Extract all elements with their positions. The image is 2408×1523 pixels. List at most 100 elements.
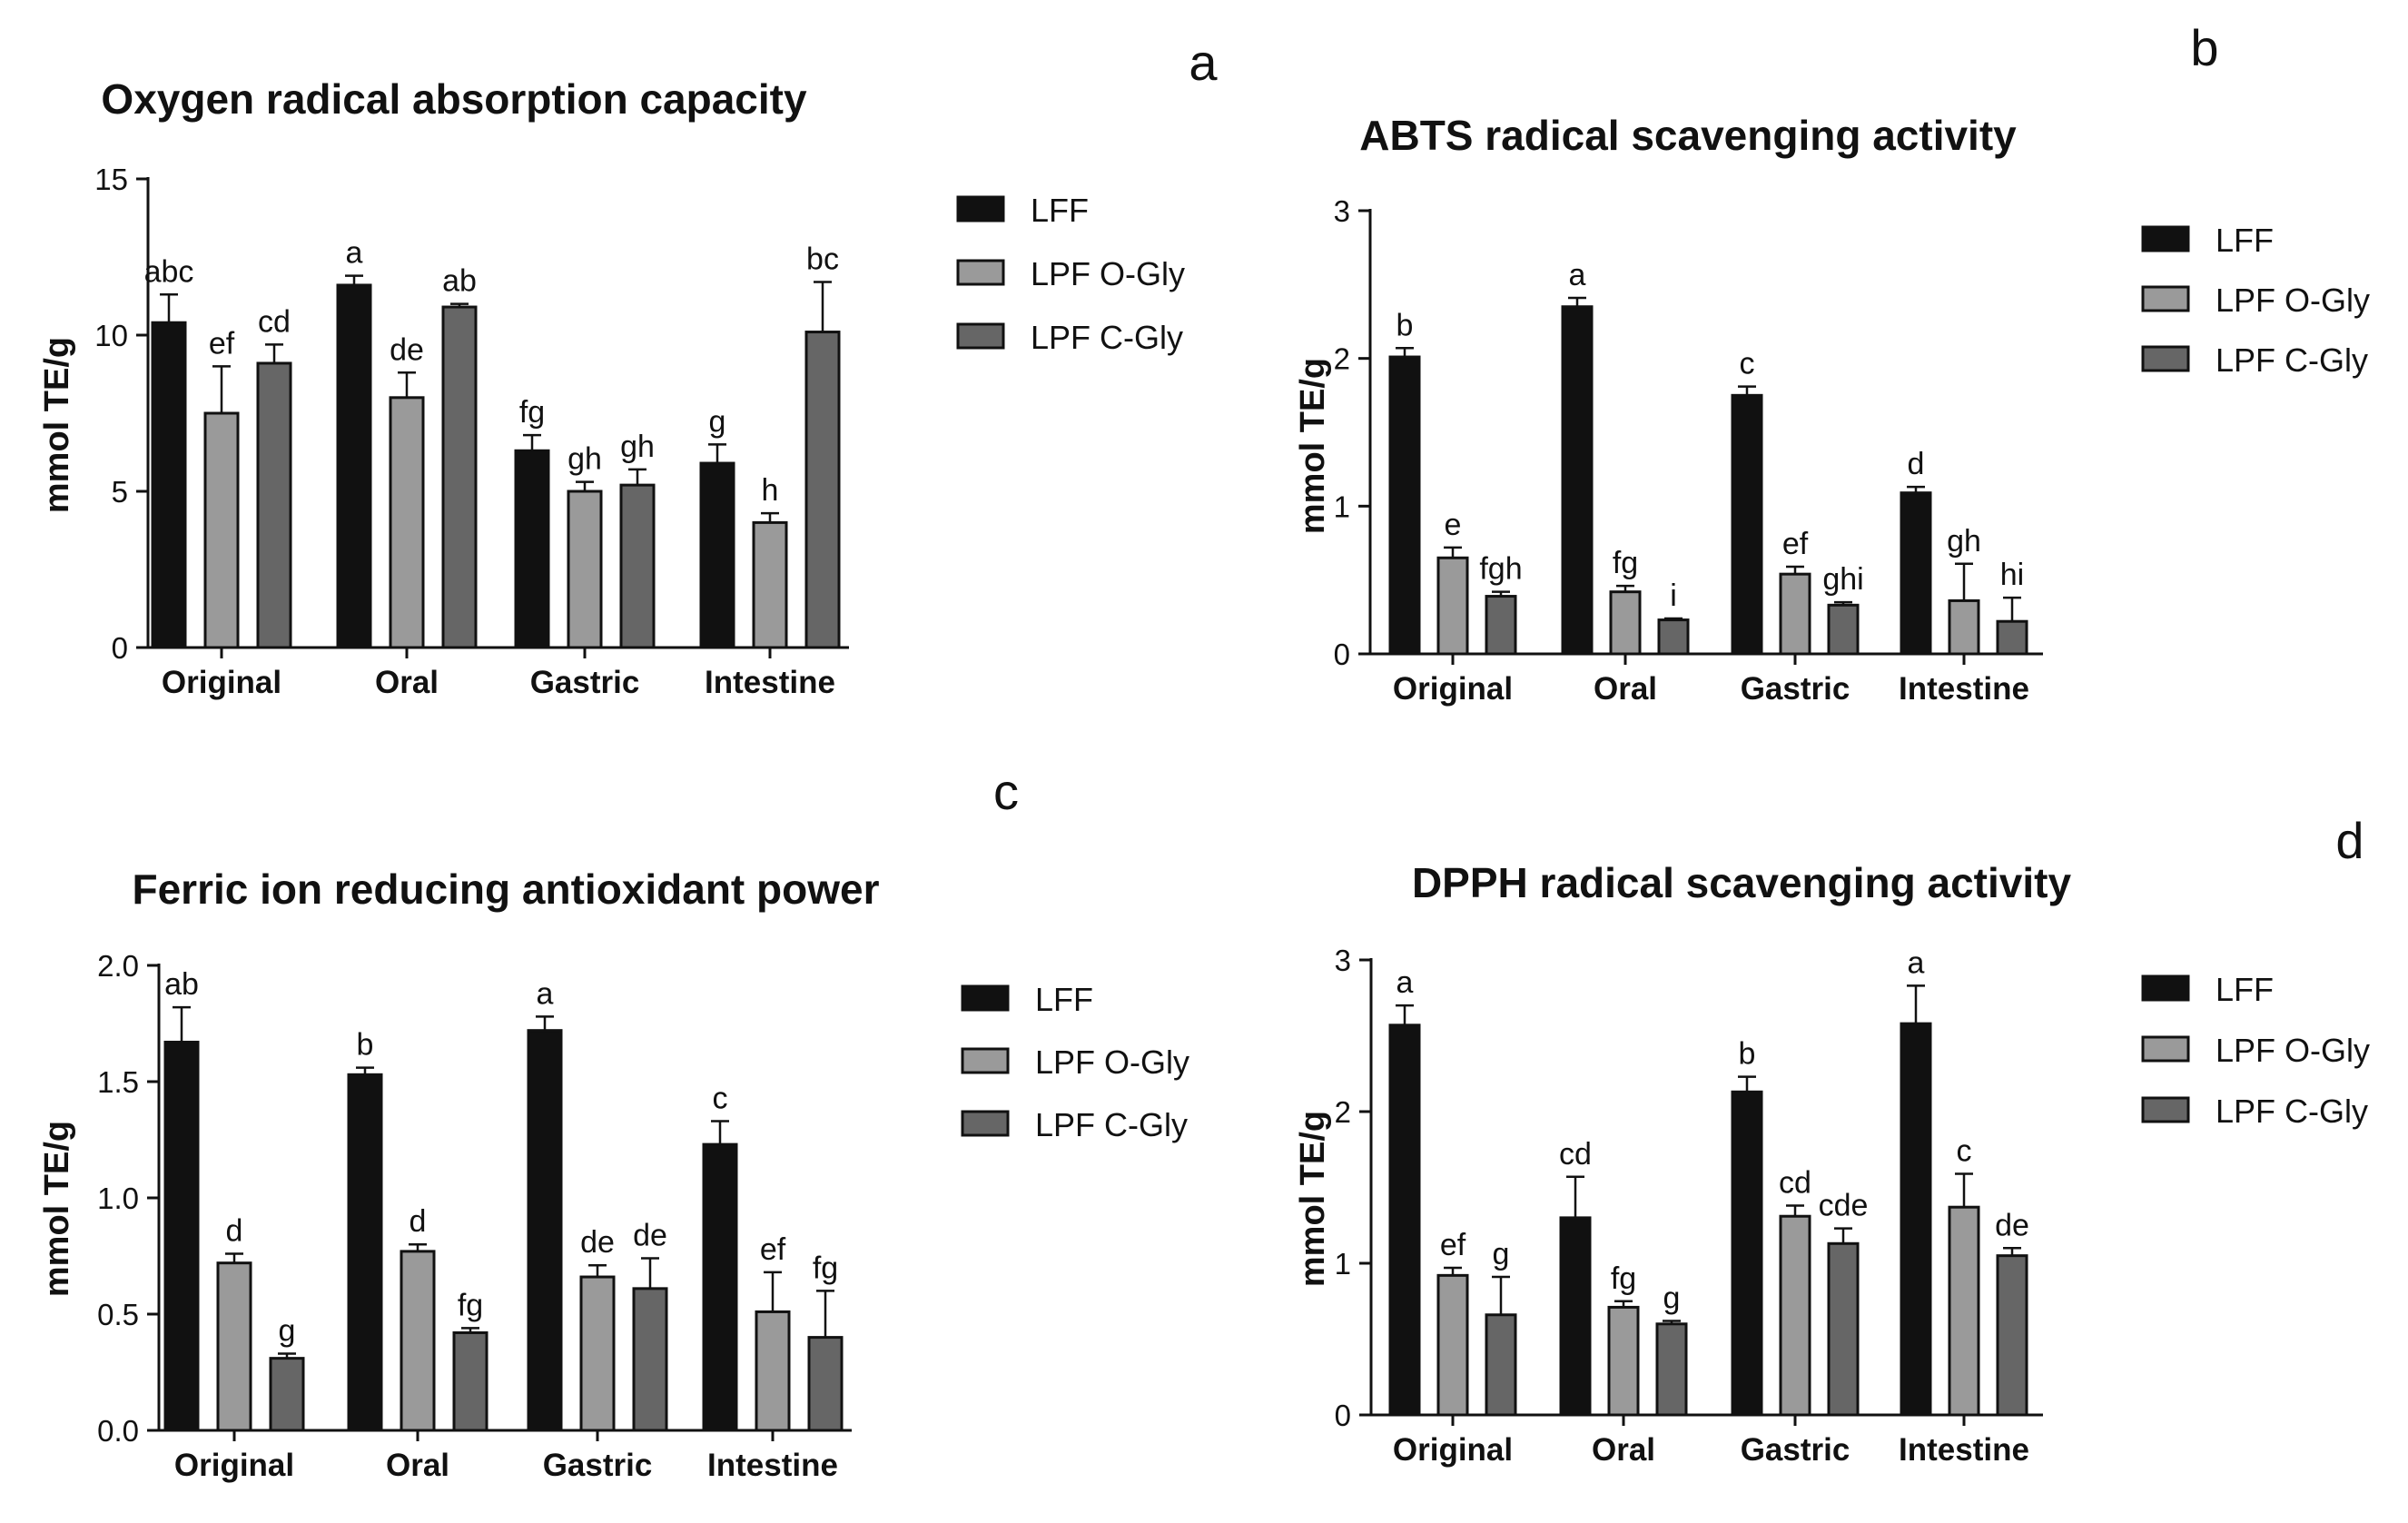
legend-swatch — [2141, 1096, 2190, 1123]
significance-letter: a — [1569, 258, 1586, 292]
legend-swatch — [2141, 1035, 2190, 1063]
x-tick-label: Original — [1393, 671, 1513, 707]
legend-swatch — [2141, 285, 2190, 312]
bar-lpf-o-gly — [579, 1275, 616, 1432]
significance-letter: de — [580, 1225, 615, 1260]
significance-letter: g — [709, 404, 726, 439]
bar-lpf-o-gly — [216, 1261, 252, 1432]
x-tick-label: Gastric — [1741, 671, 1850, 707]
significance-letter: gh — [620, 430, 655, 464]
x-tick-label: Oral — [1592, 1432, 1655, 1468]
bar-lpf-o-gly — [1607, 1305, 1640, 1417]
significance-letter: a — [1396, 965, 1414, 1000]
panel-letter: b — [2190, 19, 2218, 76]
x-tick-label: Intestine — [705, 665, 835, 700]
y-tick-label: 3 — [1335, 944, 1351, 977]
legend-swatch — [961, 984, 1010, 1012]
significance-letter: h — [762, 473, 779, 508]
y-tick-label: 2.0 — [97, 949, 139, 983]
y-tick-label: 1 — [1334, 490, 1350, 523]
bar-lpf-c-gly — [1996, 619, 2028, 656]
legend-swatch — [961, 1047, 1010, 1074]
bar-lff — [336, 283, 372, 649]
bar-lpf-o-gly — [389, 396, 425, 649]
chart-title: Ferric ion reducing antioxidant power — [133, 865, 880, 913]
significance-letter: c — [1740, 347, 1755, 381]
bar-lpf-o-gly — [1779, 572, 1811, 656]
bar-lpf-c-gly — [807, 1336, 844, 1432]
legend-swatch — [2141, 225, 2190, 252]
significance-letter: e — [1445, 508, 1462, 542]
significance-letter: b — [1739, 1037, 1756, 1072]
legend-label: LPF O-Gly — [2216, 282, 2370, 319]
y-axis-label: mmol TE/g — [1294, 1111, 1332, 1287]
legend-label: LFF — [1031, 192, 1089, 229]
y-axis-label: mmol TE/g — [38, 337, 76, 513]
legend-label: LPF O-Gly — [1035, 1043, 1189, 1081]
bar-lff — [1731, 393, 1763, 656]
bar-lpf-o-gly — [1436, 556, 1469, 656]
y-tick-label: 0 — [1334, 638, 1350, 671]
chart-title: Oxygen radical absorption capacity — [101, 75, 807, 123]
bar-lpf-c-gly — [1485, 595, 1517, 656]
bar-lff — [1388, 1024, 1421, 1417]
significance-letter: a — [537, 976, 554, 1011]
significance-letter: d — [1908, 447, 1925, 481]
x-tick-label: Intestine — [1899, 671, 2029, 707]
y-tick-label: 15 — [94, 163, 128, 196]
y-axis-label: mmol TE/g — [1294, 358, 1332, 534]
legend-swatch — [956, 322, 1005, 350]
significance-letter: de — [633, 1219, 667, 1253]
significance-letter: b — [1396, 308, 1414, 342]
significance-letter: i — [1670, 579, 1677, 613]
x-tick-label: Oral — [386, 1448, 449, 1483]
significance-letter: ef — [209, 326, 235, 361]
bar-lpf-c-gly — [1657, 618, 1690, 656]
significance-letter: gh — [567, 442, 602, 477]
bar-lff — [1731, 1090, 1763, 1417]
legend-swatch — [2141, 974, 2190, 1002]
panel-letter: c — [993, 763, 1019, 820]
legend-swatch — [956, 259, 1005, 286]
y-tick-label: 3 — [1334, 194, 1350, 228]
bar-lff — [1388, 355, 1421, 656]
bar-lpf-c-gly — [1827, 603, 1860, 656]
significance-letter: fg — [519, 395, 545, 430]
bar-lpf-c-gly — [1827, 1241, 1860, 1417]
bar-lpf-c-gly — [452, 1330, 489, 1432]
x-tick-label: Intestine — [1899, 1432, 2029, 1468]
panel-letter: d — [2335, 812, 2364, 869]
chart-title: ABTS radical scavenging activity — [1359, 112, 2017, 159]
y-tick-label: 2 — [1335, 1095, 1351, 1129]
legend-label: LPF C-Gly — [1031, 319, 1183, 356]
bar-lpf-o-gly — [203, 411, 240, 649]
y-tick-label: 1 — [1335, 1247, 1351, 1281]
bar-lpf-c-gly — [1655, 1322, 1688, 1417]
bar-lpf-o-gly — [567, 490, 603, 649]
legend-label: LPF O-Gly — [1031, 255, 1185, 292]
y-tick-label: 0.0 — [97, 1414, 139, 1448]
significance-letter: fgh — [1479, 552, 1522, 587]
significance-letter: d — [410, 1204, 427, 1239]
significance-letter: bc — [806, 242, 839, 277]
bar-lpf-o-gly — [1779, 1214, 1811, 1417]
legend-label: LPF C-Gly — [2216, 341, 2368, 379]
significance-letter: ef — [760, 1232, 786, 1267]
significance-letter: ef — [1782, 527, 1809, 561]
bar-lpf-c-gly — [1485, 1313, 1517, 1417]
chart-panel-b: ABTS radical scavenging activity b mmol TE… — [1294, 19, 2370, 707]
significance-letter: c — [1957, 1133, 1972, 1168]
bar-lff — [514, 449, 550, 649]
significance-letter: abc — [144, 254, 194, 289]
bar-lpf-o-gly — [1609, 590, 1642, 656]
significance-letter: g — [1493, 1237, 1510, 1271]
bar-lff — [151, 321, 187, 649]
y-tick-label: 0.5 — [97, 1298, 139, 1331]
significance-letter: ghi — [1822, 562, 1863, 597]
bar-lpf-c-gly — [804, 331, 841, 649]
legend-label: LPF C-Gly — [1035, 1106, 1188, 1143]
legend-label: LPF C-Gly — [2216, 1093, 2368, 1130]
y-tick-label: 2 — [1334, 342, 1350, 376]
x-tick-label: Gastric — [530, 665, 640, 700]
